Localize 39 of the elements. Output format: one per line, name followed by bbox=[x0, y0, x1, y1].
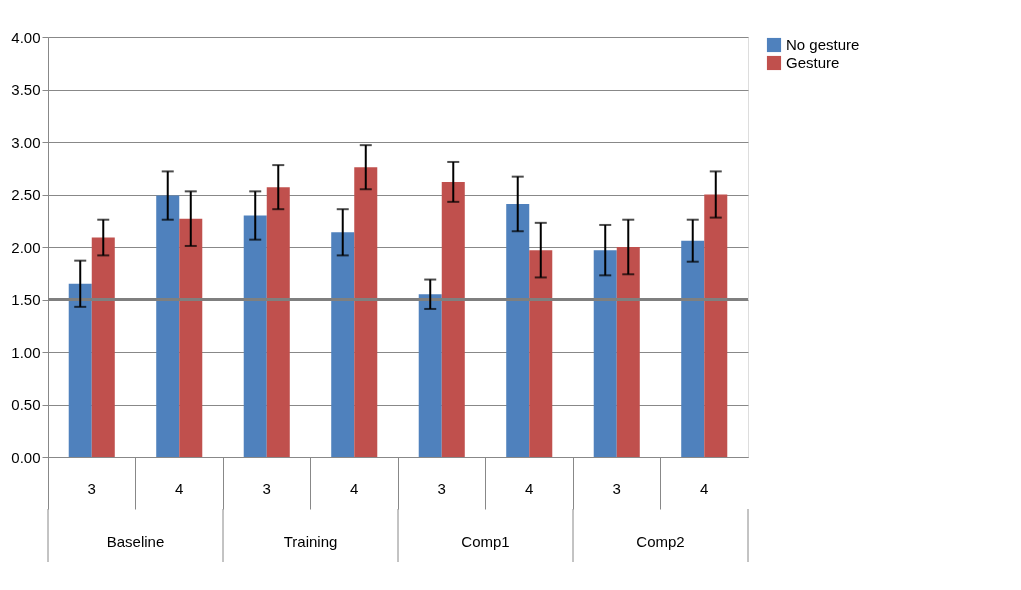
bar bbox=[179, 218, 203, 457]
y-tick-label: 1.00 bbox=[11, 343, 41, 361]
bar bbox=[681, 240, 705, 457]
bar bbox=[441, 181, 465, 457]
bar bbox=[91, 237, 115, 457]
bar bbox=[529, 250, 553, 457]
y-tick-label: 0.50 bbox=[11, 396, 41, 413]
y-tick-label: 4.00 bbox=[11, 28, 41, 46]
bar bbox=[68, 283, 92, 457]
y-tick-label: 1.50 bbox=[11, 291, 41, 308]
x-tick-label: 4 bbox=[525, 479, 534, 497]
legend-label: No gesture bbox=[786, 36, 860, 53]
bar bbox=[616, 247, 640, 457]
x-tick-label: 4 bbox=[350, 479, 359, 497]
bar bbox=[418, 294, 442, 457]
y-tick-label: 2.50 bbox=[11, 186, 41, 203]
bar bbox=[331, 232, 355, 457]
bar bbox=[266, 187, 290, 457]
y-tick-label: 3.50 bbox=[11, 81, 41, 98]
text: Comp2 bbox=[636, 533, 685, 550]
bar bbox=[593, 250, 617, 457]
x-tick-label: 4 bbox=[700, 479, 709, 497]
bar bbox=[243, 215, 267, 457]
x-tick-label: 3 bbox=[262, 479, 271, 497]
y-tick-label: 0.00 bbox=[11, 448, 41, 466]
bar bbox=[156, 195, 180, 457]
text: Comp1 bbox=[461, 533, 510, 550]
bar bbox=[704, 194, 728, 457]
bar bbox=[506, 203, 530, 457]
text: Training bbox=[283, 533, 338, 550]
text: Baseline bbox=[106, 533, 165, 550]
x-tick-label: 3 bbox=[437, 479, 446, 497]
y-tick-label: 3.00 bbox=[11, 133, 41, 151]
x-tick-label: 4 bbox=[175, 479, 184, 497]
legend-label: Gesture bbox=[786, 54, 840, 71]
x-tick-label: 3 bbox=[87, 479, 96, 497]
bar bbox=[354, 167, 378, 457]
y-tick-label: 2.00 bbox=[11, 238, 41, 256]
x-tick-label: 3 bbox=[612, 479, 621, 497]
